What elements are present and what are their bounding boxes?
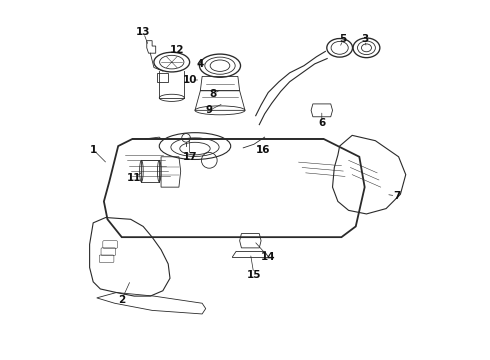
Text: 10: 10 <box>182 75 197 85</box>
Text: 12: 12 <box>170 45 184 55</box>
Text: 2: 2 <box>118 295 125 305</box>
Text: 3: 3 <box>361 34 368 44</box>
Text: 13: 13 <box>136 27 150 37</box>
Text: 9: 9 <box>206 105 213 115</box>
Text: 15: 15 <box>246 270 261 280</box>
Text: 1: 1 <box>90 145 97 155</box>
Text: 8: 8 <box>209 89 217 99</box>
Text: 17: 17 <box>182 152 197 162</box>
Text: 11: 11 <box>127 173 142 183</box>
Text: 6: 6 <box>318 118 325 128</box>
Text: 16: 16 <box>256 145 270 155</box>
Text: 4: 4 <box>196 59 204 69</box>
Text: 14: 14 <box>261 252 275 262</box>
Text: 5: 5 <box>340 34 347 44</box>
Text: 7: 7 <box>393 191 400 201</box>
